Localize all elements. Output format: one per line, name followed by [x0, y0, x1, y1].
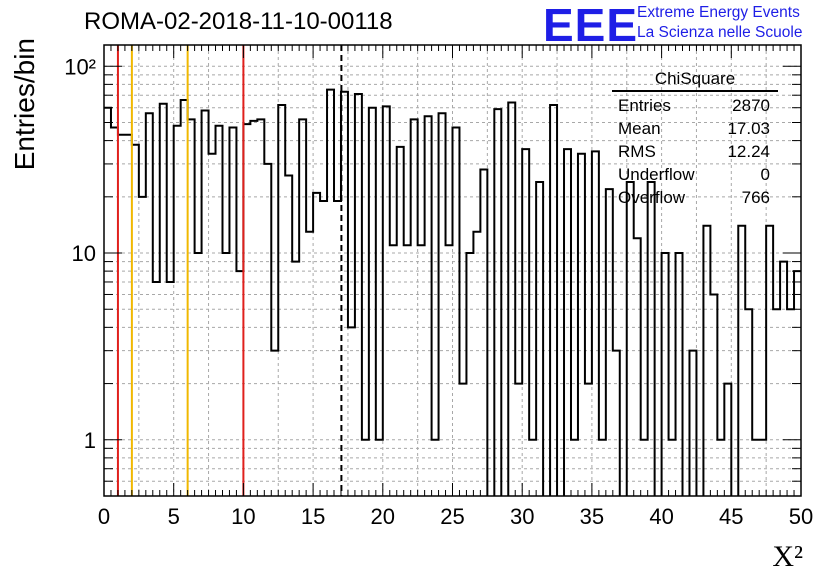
stats-label: RMS — [618, 142, 656, 161]
x-tick-label: 5 — [168, 504, 180, 529]
stats-value: 17.03 — [727, 119, 770, 138]
stats-row-overflow: Overflow 766 — [610, 186, 778, 209]
stats-label: Underflow — [618, 165, 695, 184]
y-axis-title: Entries/bin — [9, 38, 40, 170]
stats-label: Overflow — [618, 188, 686, 207]
y-tick-label: 10 — [72, 241, 96, 266]
stats-name: ChiSquare — [612, 68, 778, 92]
x-tick-label: 20 — [371, 504, 395, 529]
logo-line1: Extreme Energy Events — [637, 4, 800, 21]
stats-label: Entries — [618, 96, 671, 115]
x-tick-label: 40 — [649, 504, 673, 529]
stats-label: Mean — [618, 119, 661, 138]
stats-row-entries: Entries 2870 — [610, 94, 778, 117]
stats-value: 766 — [741, 188, 770, 207]
stats-row-mean: Mean 17.03 — [610, 117, 778, 140]
stats-row-rms: RMS 12.24 — [610, 140, 778, 163]
stats-row-underflow: Underflow 0 — [610, 163, 778, 186]
stats-value: 0 — [760, 165, 770, 184]
x-axis-title: X² — [772, 540, 803, 572]
histogram-series — [104, 88, 801, 496]
x-tick-label: 25 — [440, 504, 464, 529]
y-tick-label: 10² — [64, 54, 96, 79]
stats-box: ChiSquare Entries 2870 Mean 17.03 RMS 12… — [610, 68, 778, 209]
chart-title: ROMA-02-2018-11-10-00118 — [84, 8, 393, 35]
x-tick-label: 45 — [719, 504, 743, 529]
x-tick-label: 50 — [789, 504, 813, 529]
x-tick-label: 0 — [98, 504, 110, 529]
logo-line2: La Scienza nelle Scuole — [637, 24, 803, 41]
x-tick-label: 30 — [510, 504, 534, 529]
x-tick-label: 35 — [580, 504, 604, 529]
x-tick-label: 10 — [231, 504, 255, 529]
logo-text: Extreme Energy Events La Scienza nelle S… — [637, 3, 802, 43]
x-tick-label: 15 — [301, 504, 325, 529]
stats-value: 12.24 — [727, 142, 770, 161]
eee-logo: EEE — [543, 0, 639, 51]
y-tick-label: 1 — [84, 428, 96, 453]
stats-value: 2870 — [732, 96, 770, 115]
